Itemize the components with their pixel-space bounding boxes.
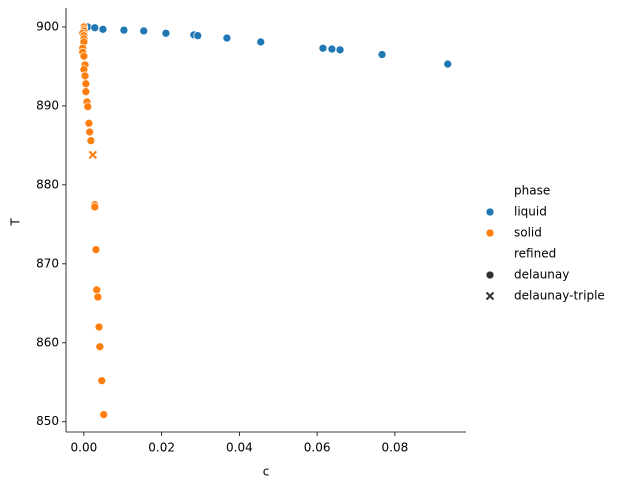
point [222, 33, 232, 43]
point [92, 285, 102, 295]
x-tick-label: 0.02 [148, 441, 175, 455]
point [443, 59, 453, 69]
legend-title: refined [514, 247, 556, 261]
y-tick-label: 850 [36, 414, 59, 428]
legend-marker [485, 270, 495, 280]
legend-marker [485, 207, 495, 217]
legend-marker [485, 228, 495, 238]
point [327, 44, 337, 54]
point [86, 136, 96, 145]
legend-marker [485, 291, 495, 301]
point [161, 28, 171, 38]
point [318, 43, 328, 53]
point [256, 37, 266, 47]
legend-label: solid [514, 226, 542, 240]
x-tick-label: 0.06 [304, 441, 331, 455]
x-axis-label: c [263, 465, 270, 479]
point [93, 292, 103, 302]
y-tick-label: 880 [36, 177, 59, 191]
legend-label: liquid [514, 205, 547, 219]
point [97, 376, 107, 386]
y-axis-label: T [9, 218, 23, 227]
point [90, 202, 100, 212]
point [94, 322, 104, 332]
point [95, 342, 105, 352]
point [98, 24, 108, 34]
point [139, 26, 149, 36]
y-tick-label: 870 [36, 256, 59, 270]
point [119, 25, 129, 35]
point [91, 245, 101, 254]
point [335, 45, 345, 55]
y-tick-label: 890 [36, 98, 59, 112]
x-tick-label: 0.08 [382, 441, 409, 455]
point [85, 127, 95, 137]
legend-title: phase [514, 184, 550, 198]
point [80, 71, 90, 81]
y-tick-label: 860 [36, 335, 59, 349]
point [377, 50, 387, 59]
point [79, 51, 89, 61]
y-tick-label: 900 [36, 19, 59, 33]
point [81, 79, 91, 89]
point [81, 87, 91, 97]
point [84, 118, 94, 128]
point [88, 150, 98, 160]
point [90, 23, 100, 33]
point [99, 410, 109, 419]
x-tick-label: 0.04 [226, 441, 253, 455]
x-tick-label: 0.00 [71, 441, 98, 455]
point [193, 31, 203, 40]
point [83, 102, 93, 112]
legend-label: delaunay-triple [514, 289, 605, 303]
legend-label: delaunay [514, 268, 569, 282]
